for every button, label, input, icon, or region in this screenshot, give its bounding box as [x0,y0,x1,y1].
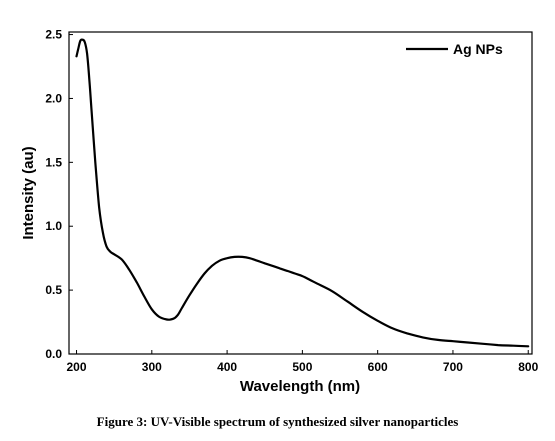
y-tick-label: 2.0 [45,91,62,105]
y-tick-label: 2.5 [45,28,62,42]
y-tick-label: 0.5 [45,283,62,297]
figure-caption: Figure 3: UV-Visible spectrum of synthes… [96,414,459,429]
x-tick-label: 600 [368,360,388,374]
x-tick-label: 800 [518,360,538,374]
legend-label: Ag NPs [453,41,503,57]
x-tick-label: 300 [142,360,162,374]
x-tick-label: 700 [443,360,463,374]
series-line-ag-nps [75,38,530,348]
plot-frame [68,31,533,355]
x-axis: 200 300 400 500 600 700 800 [67,350,539,374]
y-tick-label: 1.0 [45,219,62,233]
legend: Ag NPs [406,41,503,57]
x-tick-label: 500 [292,360,312,374]
y-axis: 0.0 0.5 1.0 1.5 2.0 2.5 [45,28,73,361]
x-tick-label: 200 [67,360,87,374]
x-tick-label: 400 [217,360,237,374]
x-axis-title: Wavelength (nm) [240,378,360,395]
y-tick-label: 1.5 [45,155,62,169]
y-axis-title: Intensity (au) [20,146,37,239]
y-tick-label: 0.0 [45,347,62,361]
